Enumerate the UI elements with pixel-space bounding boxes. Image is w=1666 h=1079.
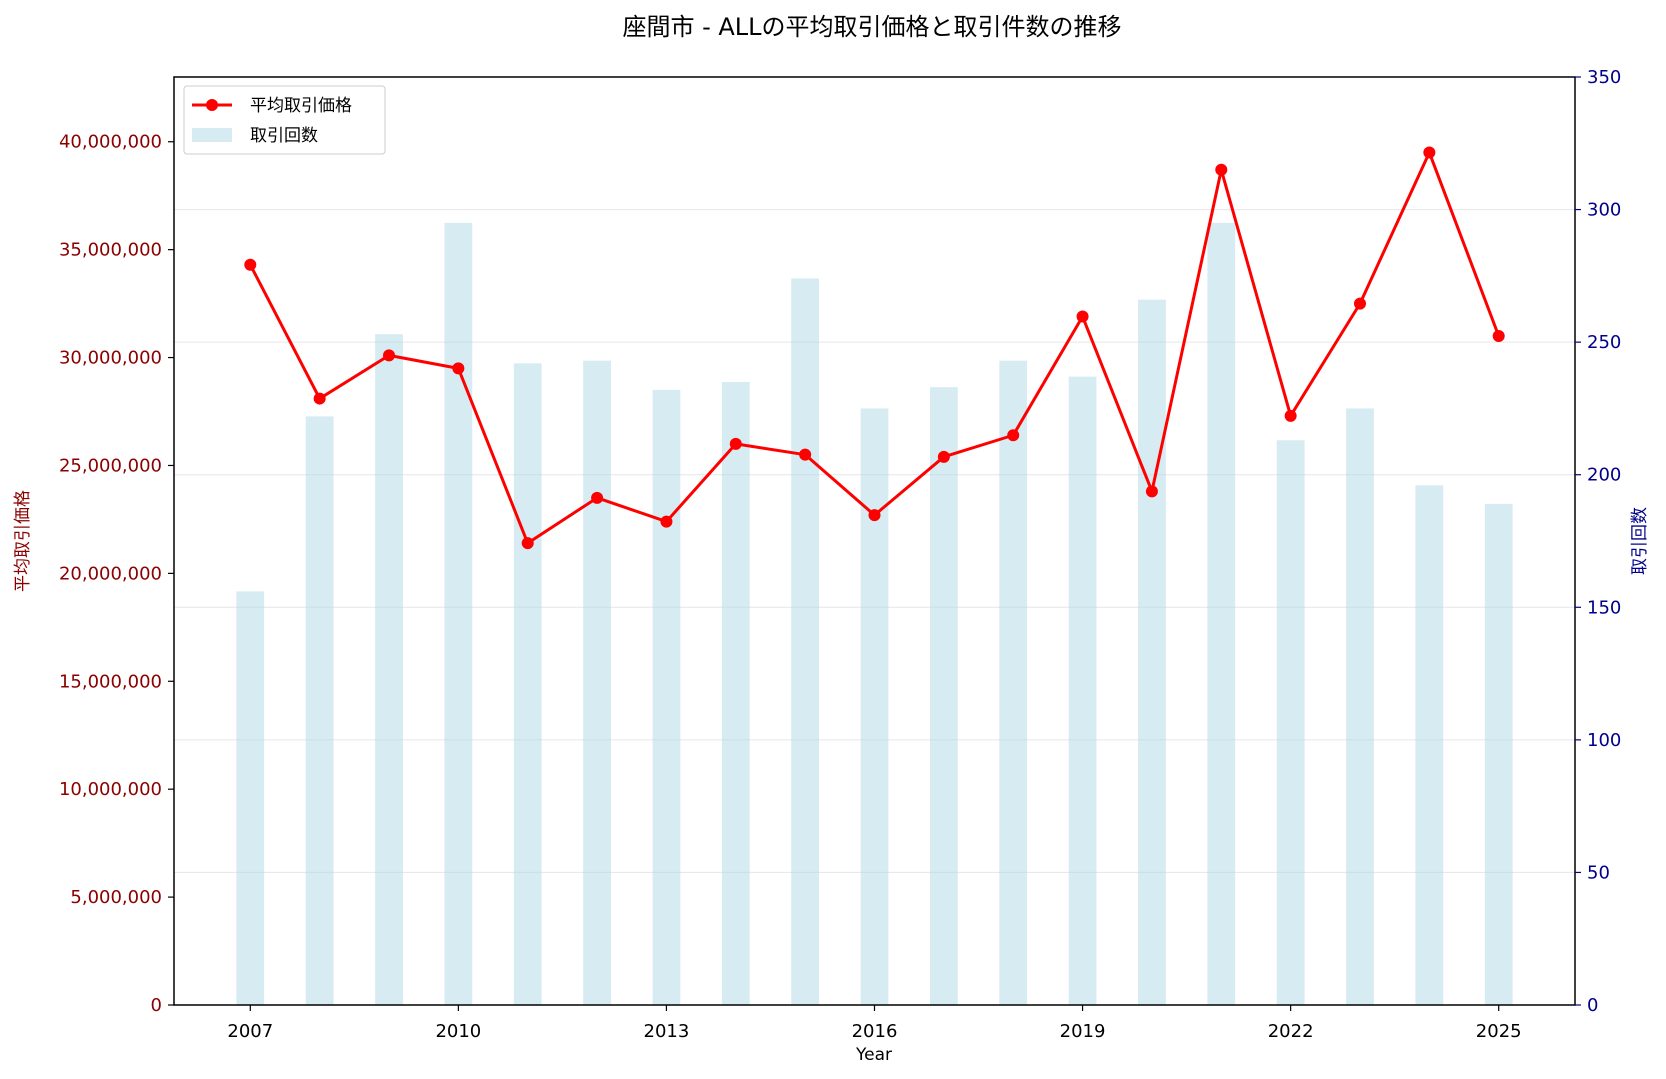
- legend-label-count: 取引回数: [250, 126, 318, 146]
- right-axis-ticks: 0 50 100 150 200 250 300 350: [1575, 67, 1621, 1016]
- price-point-2023: [1353, 297, 1366, 310]
- price-point-2021: [1215, 163, 1228, 176]
- right-tick-label: 300: [1587, 200, 1621, 221]
- x-tick-label: 2022: [1268, 1021, 1314, 1042]
- legend-line-marker: [206, 99, 218, 111]
- left-axis-ticks: 0 5,000,000 10,000,000 15,000,000 20,000,000…: [59, 132, 174, 1016]
- bar-2019: [1068, 376, 1097, 1005]
- x-tick-label: 2019: [1060, 1021, 1106, 1042]
- bar-2008: [305, 416, 334, 1006]
- right-tick-label: 100: [1587, 730, 1621, 751]
- legend-bar-swatch: [192, 128, 232, 142]
- legend-label-price: 平均取引価格: [250, 96, 352, 116]
- price-point-2025: [1492, 329, 1505, 342]
- right-tick-label: 200: [1587, 465, 1621, 486]
- bar-2011: [513, 363, 542, 1006]
- bar-2025: [1484, 503, 1513, 1005]
- right-tick-label: 350: [1587, 67, 1621, 88]
- price-point-2024: [1423, 146, 1436, 159]
- bar-2014: [721, 381, 750, 1005]
- price-point-2015: [799, 448, 812, 461]
- left-tick-label: 10,000,000: [59, 779, 162, 800]
- left-tick-label: 25,000,000: [59, 455, 162, 476]
- left-tick-label: 30,000,000: [59, 348, 162, 369]
- x-tick-label: 2025: [1476, 1021, 1522, 1042]
- bar-2020: [1138, 299, 1166, 1006]
- price-point-2009: [383, 349, 396, 362]
- bar-2009: [375, 334, 403, 1005]
- price-point-2018: [1007, 429, 1020, 442]
- price-point-2017: [937, 450, 950, 463]
- right-tick-label: 250: [1587, 332, 1621, 353]
- y-axis-label-left: 平均取引価格: [13, 490, 33, 592]
- price-point-2010: [452, 362, 465, 375]
- line-layer: [244, 146, 1505, 550]
- price-point-2020: [1145, 485, 1158, 498]
- y-axis-label-right: 取引回数: [1630, 507, 1650, 575]
- right-tick-label: 0: [1587, 995, 1598, 1016]
- left-tick-label: 35,000,000: [59, 240, 162, 261]
- bar-2023: [1346, 408, 1374, 1005]
- price-point-2019: [1076, 310, 1089, 323]
- bar-2021: [1207, 222, 1236, 1006]
- bar-2024: [1415, 485, 1444, 1005]
- right-tick-label: 150: [1587, 597, 1621, 618]
- bar-2018: [999, 360, 1028, 1005]
- left-tick-label: 5,000,000: [70, 887, 162, 908]
- price-point-2008: [313, 392, 326, 405]
- left-tick-label: 15,000,000: [59, 671, 162, 692]
- x-axis-ticks: 2007 2010 2013 2016 2019 2022 2025: [227, 1005, 1522, 1042]
- bar-2017: [929, 387, 958, 1005]
- bar-2007: [236, 591, 265, 1005]
- price-point-2012: [591, 491, 604, 504]
- price-point-2016: [868, 509, 881, 522]
- x-tick-label: 2010: [435, 1021, 481, 1042]
- price-point-2022: [1284, 409, 1297, 422]
- bar-2010: [444, 222, 473, 1006]
- x-tick-label: 2013: [644, 1021, 690, 1042]
- x-tick-label: 2016: [852, 1021, 898, 1042]
- bars-layer: [236, 222, 1513, 1006]
- bar-2015: [791, 278, 820, 1006]
- legend-box: [183, 85, 386, 155]
- right-tick-label: 50: [1587, 862, 1610, 883]
- chart-title: 座間市 - ALLの平均取引価格と取引件数の推移: [622, 13, 1121, 41]
- price-point-2013: [660, 515, 673, 528]
- price-point-2014: [729, 437, 742, 450]
- bar-2012: [583, 360, 611, 1005]
- left-tick-label: 0: [151, 995, 162, 1016]
- left-tick-label: 20,000,000: [59, 563, 162, 584]
- price-point-2011: [521, 537, 534, 550]
- bar-2016: [860, 408, 889, 1005]
- legend: 平均取引価格 取引回数: [183, 85, 386, 155]
- price-point-2007: [244, 258, 257, 271]
- bar-2022: [1276, 440, 1305, 1005]
- x-axis-label: Year: [855, 1045, 892, 1065]
- left-tick-label: 40,000,000: [59, 132, 162, 153]
- x-tick-label: 2007: [227, 1021, 273, 1042]
- bar-2013: [652, 389, 681, 1006]
